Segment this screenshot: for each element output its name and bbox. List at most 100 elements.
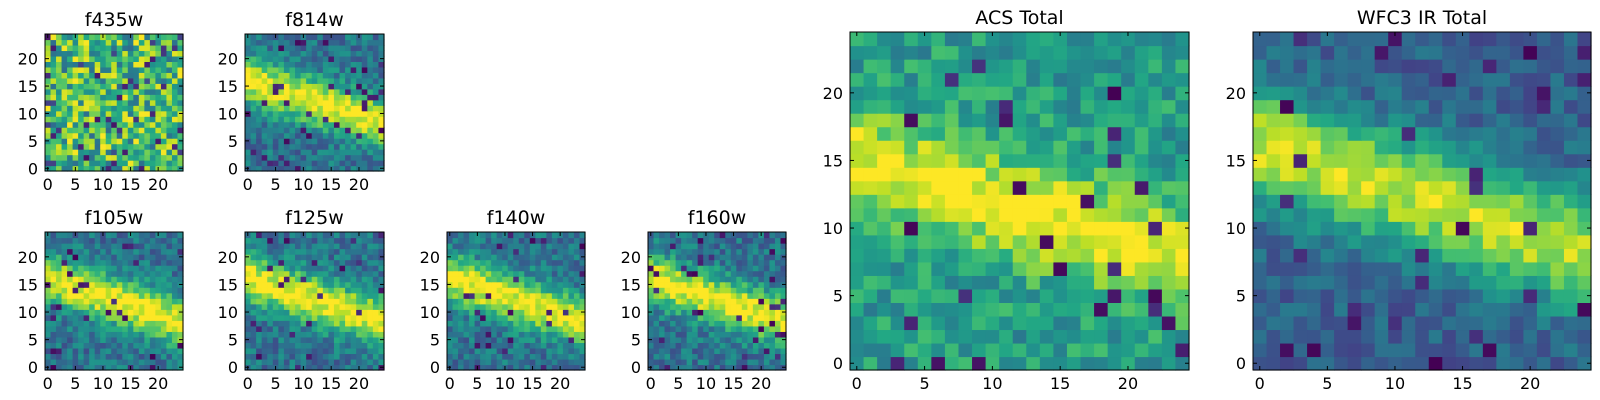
heatmap-cell xyxy=(774,270,782,277)
heatmap-cell xyxy=(1293,167,1308,182)
heatmap-cell xyxy=(719,287,726,294)
heatmap-cell xyxy=(692,342,699,349)
heatmap-cell xyxy=(1388,221,1403,236)
heatmap-cell xyxy=(339,281,346,288)
heatmap-cell xyxy=(356,105,363,112)
heatmap-cell xyxy=(378,160,385,167)
heatmap-cell xyxy=(133,143,140,150)
heatmap-cell xyxy=(283,237,291,244)
heatmap-cell xyxy=(1107,153,1122,168)
heatmap-cell xyxy=(758,265,765,272)
heatmap-cell xyxy=(356,270,363,277)
heatmap-cell xyxy=(138,298,145,305)
heatmap-cell xyxy=(447,303,454,310)
heatmap-cell xyxy=(890,153,905,168)
heatmap-cell xyxy=(339,83,346,90)
heatmap-cell xyxy=(295,276,302,283)
heatmap-cell xyxy=(361,259,368,266)
heatmap-cell xyxy=(311,303,318,310)
heatmap-cell xyxy=(747,309,754,316)
heatmap-cell xyxy=(1012,167,1027,182)
heatmap-cell xyxy=(719,331,726,338)
heatmap-cell xyxy=(122,358,129,366)
heatmap-cell xyxy=(877,59,892,74)
heatmap-cell xyxy=(171,254,179,261)
heatmap-cell xyxy=(166,270,173,277)
heatmap-cell xyxy=(1523,180,1538,195)
heatmap-cell xyxy=(1134,180,1149,195)
heatmap-cell xyxy=(245,50,252,57)
heatmap-cell xyxy=(877,32,892,47)
heatmap-cell xyxy=(171,309,179,316)
heatmap-cell xyxy=(648,265,655,272)
heatmap-cell xyxy=(1175,275,1190,290)
heatmap-cell xyxy=(122,259,129,266)
heatmap-cell xyxy=(149,105,156,112)
heatmap-cell xyxy=(1066,153,1082,168)
heatmap-cell xyxy=(50,303,57,310)
heatmap-cell xyxy=(356,276,363,283)
heatmap-cell xyxy=(1053,153,1068,168)
heatmap-cell xyxy=(529,353,536,360)
heatmap-cell xyxy=(171,358,179,366)
heatmap-cell xyxy=(361,77,368,84)
heatmap-cell xyxy=(256,336,263,343)
heatmap-cell xyxy=(149,314,156,321)
heatmap-cell xyxy=(1550,194,1565,209)
heatmap-cell xyxy=(850,329,865,344)
heatmap-cell xyxy=(747,287,754,294)
heatmap-cell xyxy=(256,116,263,123)
heatmap-cell xyxy=(463,248,470,255)
heatmap-cell xyxy=(256,127,263,134)
heatmap-cell xyxy=(1455,180,1470,195)
heatmap-cell xyxy=(278,248,285,255)
heatmap-cell xyxy=(133,331,140,338)
heatmap-cell xyxy=(780,353,787,360)
heatmap-cell xyxy=(502,342,509,349)
heatmap-cell xyxy=(1012,315,1027,331)
heatmap-cell xyxy=(568,270,575,277)
heatmap-cell xyxy=(278,34,285,41)
heatmap-cell xyxy=(78,39,85,46)
heatmap-cell xyxy=(261,94,268,101)
heatmap-cell xyxy=(333,303,341,310)
heatmap-cell xyxy=(513,358,520,366)
heatmap-cell xyxy=(697,353,704,360)
heatmap-cell xyxy=(89,314,96,321)
heatmap-cell xyxy=(50,154,57,161)
heatmap-cell xyxy=(378,94,385,101)
heatmap-cell xyxy=(105,94,112,101)
heatmap-cell xyxy=(283,347,291,355)
heatmap-cell xyxy=(328,143,335,150)
heatmap-cell xyxy=(458,292,465,299)
heatmap-cell xyxy=(89,154,96,161)
heatmap-cell xyxy=(144,138,151,145)
x-tick-label: 5 xyxy=(70,374,80,393)
heatmap-cell xyxy=(372,50,380,57)
heatmap-cell xyxy=(328,88,335,95)
heatmap-cell xyxy=(350,353,357,360)
heatmap-cell xyxy=(697,325,704,332)
heatmap-cell xyxy=(361,149,368,156)
heatmap-cell xyxy=(999,302,1014,317)
heatmap-cell xyxy=(507,364,514,371)
heatmap-cell xyxy=(311,292,318,299)
heatmap-cell xyxy=(149,303,156,310)
heatmap-cell xyxy=(144,276,151,283)
heatmap-cell xyxy=(513,353,520,360)
heatmap-cell xyxy=(67,83,74,90)
heatmap-cell xyxy=(122,237,129,244)
heatmap-cell xyxy=(1496,194,1511,209)
heatmap-cell xyxy=(1388,248,1403,263)
heatmap-cell xyxy=(1107,32,1122,47)
heatmap-cell xyxy=(1388,342,1403,358)
heatmap-cell xyxy=(485,259,492,266)
heatmap-cell xyxy=(144,232,151,239)
heatmap-cell xyxy=(278,72,285,79)
heatmap-cell xyxy=(904,32,919,47)
heatmap-cell xyxy=(61,353,68,360)
heatmap-cell xyxy=(507,320,514,327)
heatmap-cell xyxy=(177,320,184,327)
heatmap-cell xyxy=(659,292,666,299)
